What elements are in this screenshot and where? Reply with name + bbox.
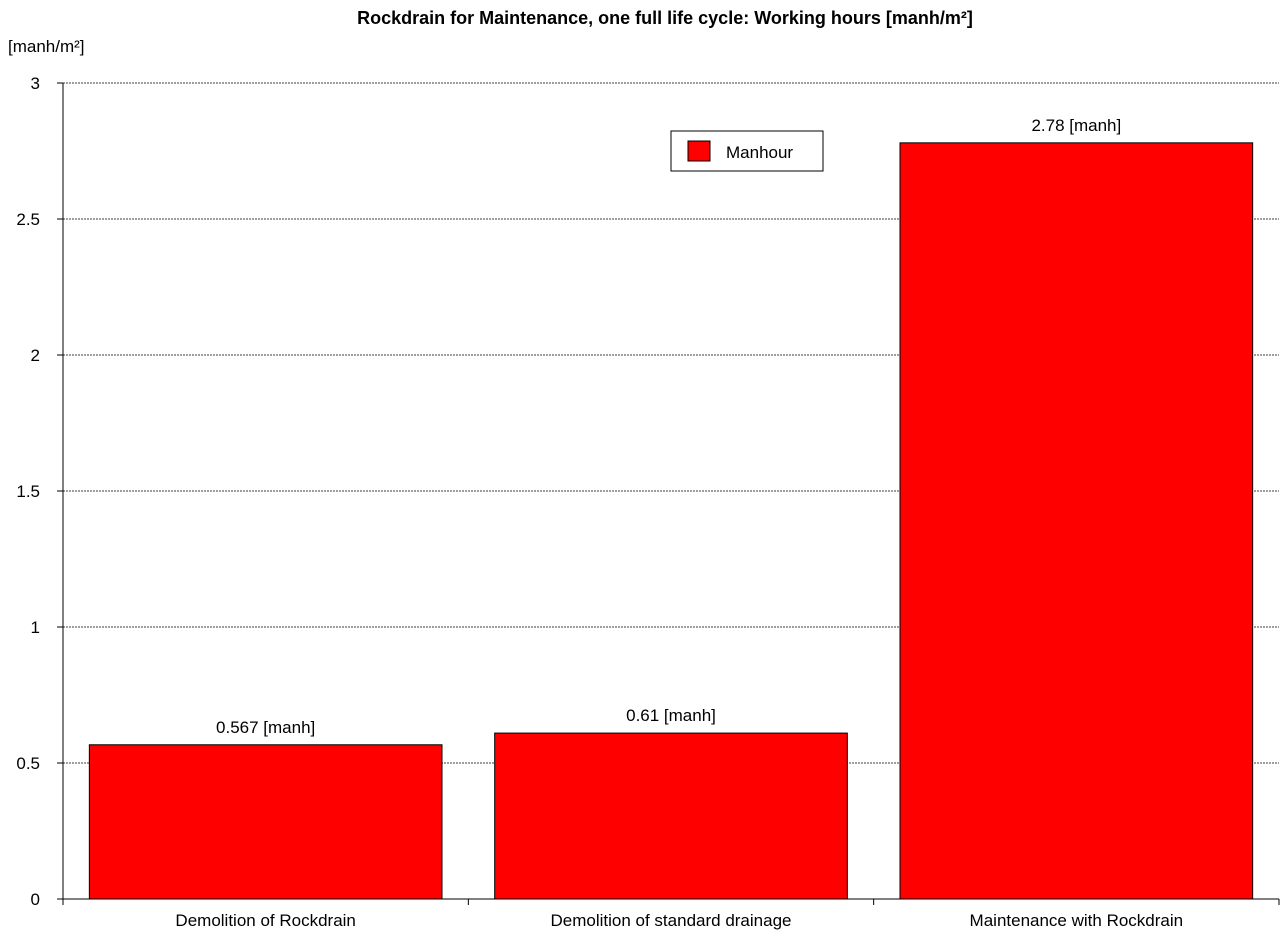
y-tick-label: 3 [31, 74, 40, 93]
bar [899, 142, 1254, 900]
axes [62, 83, 1279, 900]
bar [494, 732, 848, 900]
y-tick-label: 1 [31, 618, 40, 637]
x-tick-label: Demolition of Rockdrain [175, 911, 355, 930]
x-tick-label: Maintenance with Rockdrain [970, 911, 1184, 930]
y-tick-label: 2.5 [16, 210, 40, 229]
y-axis-label: [manh/m²] [8, 37, 85, 56]
chart-title: Rockdrain for Maintenance, one full life… [357, 8, 973, 28]
legend-swatch [687, 140, 711, 162]
bar [88, 744, 443, 900]
y-tick-label: 0.5 [16, 754, 40, 773]
data-label: 2.78 [manh] [1031, 116, 1121, 135]
legend-label: Manhour [726, 143, 793, 162]
x-tick-labels: Demolition of Rockdrain Demolition of sta… [62, 899, 1280, 930]
data-labels: 0.567 [manh] 0.61 [manh] 2.78 [manh] [216, 116, 1121, 737]
y-tick-labels: 0 0.5 1 1.5 2 2.5 3 [16, 74, 40, 909]
y-tick-label: 2 [31, 346, 40, 365]
data-label: 0.567 [manh] [216, 718, 315, 737]
x-tick-label: Demolition of standard drainage [551, 911, 792, 930]
y-tick-label: 0 [31, 890, 40, 909]
y-tick-label: 1.5 [16, 482, 40, 501]
data-label: 0.61 [manh] [626, 706, 716, 725]
legend: Manhour [670, 130, 824, 172]
bars [88, 142, 1254, 900]
